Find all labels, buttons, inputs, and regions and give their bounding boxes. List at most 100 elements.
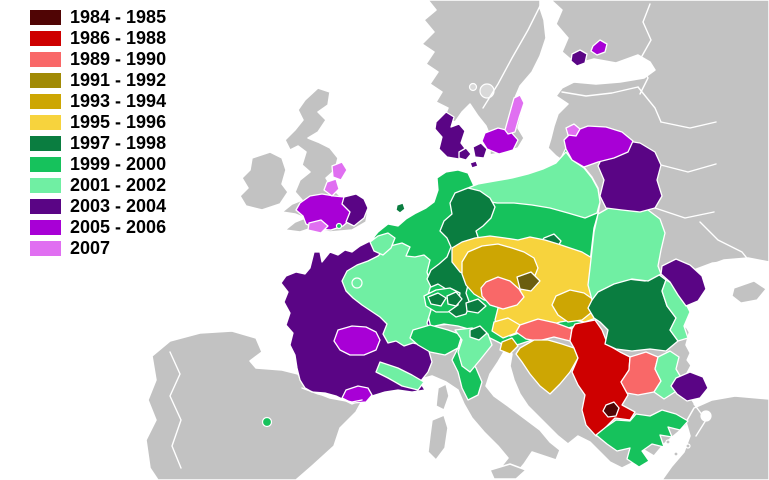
legend-item: 1997 - 1998 [30, 133, 167, 153]
aegean-island-1 [665, 439, 671, 445]
legend-label: 1984 - 1985 [70, 7, 167, 27]
ireland [239, 151, 289, 211]
sweden-lake-small [468, 82, 478, 92]
london-spot-1999-2000 [335, 222, 343, 230]
legend-swatch [30, 241, 61, 256]
legend-swatch [30, 73, 61, 88]
denmark-isle-2003-2004 [469, 160, 479, 169]
austria-1989-1990 [480, 276, 525, 310]
hungary-west-1993-1994 [551, 289, 595, 323]
aegean-island-2 [673, 451, 679, 457]
legend-swatch [30, 199, 61, 214]
legend-item: 1999 - 2000 [30, 154, 167, 174]
sicily [489, 463, 527, 480]
alps-west-1997-1998 [427, 292, 447, 307]
netherlands-spot-1997-1998 [395, 202, 406, 214]
alps-east-1997-1998 [446, 291, 463, 307]
border-turkey-west [693, 403, 707, 437]
legend-swatch [30, 136, 61, 151]
border-estonia-east [637, 59, 649, 95]
legend-swatch [30, 10, 61, 25]
scania-2005-2006 [481, 127, 519, 155]
legend-label: 1986 - 1988 [70, 28, 167, 48]
legend-label: 2007 [70, 238, 111, 258]
istria-1993-1994 [499, 337, 519, 355]
moldova-2003-2004 [660, 258, 707, 307]
border-russia-2 [660, 163, 717, 173]
crimea [731, 280, 767, 304]
slovenia-1995-1996 [491, 317, 521, 339]
england-southeast-2003-2004 [341, 193, 369, 227]
border-spain-france [301, 387, 363, 403]
border-ukraine-russia [699, 221, 759, 273]
border-norway-sweden [482, 1, 543, 109]
border-russia-3 [654, 207, 715, 219]
legend-label: 1995 - 1996 [70, 112, 167, 132]
sardinia [427, 414, 449, 461]
legend-item: 1984 - 1985 [30, 7, 167, 27]
aegean-island-3 [685, 443, 691, 449]
gdansk-2007 [565, 123, 581, 137]
legend-item: 2003 - 2004 [30, 197, 166, 215]
legend-label: 1999 - 2000 [70, 154, 167, 174]
massif-central-2005-2006 [333, 325, 381, 356]
legend-item: 1991 - 1992 [30, 70, 167, 90]
roussillon-2005-2006 [341, 385, 373, 404]
sweden-east-coast-2007 [504, 94, 525, 135]
madrid-spot-1999-2000 [261, 416, 273, 428]
england-yorkshire-2007 [331, 161, 348, 181]
lithuania-kaliningrad-2005-2006 [563, 125, 634, 168]
legend-item: 2005 - 2006 [30, 217, 167, 237]
denmark-zealand-2003-2004 [472, 142, 488, 159]
legend-swatch [30, 178, 61, 193]
legend-label: 1993 - 1994 [70, 91, 167, 111]
border-portugal-spain [169, 351, 182, 469]
denmark-funen-2003-2004 [458, 147, 472, 161]
turkey [661, 395, 769, 480]
france-ring-2001-2002 [351, 277, 363, 289]
border-latvia-east [637, 86, 662, 123]
corsica [435, 383, 450, 411]
baltic-coast-poland-2001-2002 [462, 151, 601, 219]
legend-item: 2001 - 2002 [30, 175, 167, 195]
legend-item: 1986 - 1988 [30, 28, 167, 48]
border-estonia-south [561, 86, 639, 97]
east-france-2001-2002 [341, 242, 432, 347]
finland-east-2005-2006 [590, 39, 608, 56]
alto-adige-1997-1998 [469, 325, 488, 341]
legend-label: 1989 - 1990 [70, 49, 167, 69]
greece-1999-2000 [595, 409, 689, 468]
riviera-2001-2002 [375, 361, 425, 391]
legend-item: 1989 - 1990 [30, 49, 167, 69]
legend-label: 2005 - 2006 [70, 217, 167, 237]
belgium-coast-2001-2002 [369, 232, 396, 256]
croatia-north-1989-1990 [515, 318, 573, 342]
legend-swatch [30, 157, 61, 172]
helsinki-2003-2004 [570, 49, 588, 67]
legend-swatch [30, 220, 61, 235]
legend-item: 1995 - 1996 [30, 112, 167, 132]
legend-swatch [30, 115, 61, 130]
england-southwest-2007 [307, 219, 329, 234]
border-finland-russia [641, 3, 652, 57]
great-britain [281, 87, 369, 233]
legend-swatch [30, 94, 61, 109]
legend-item: 2007 [30, 238, 166, 258]
legend-label: 1997 - 1998 [70, 133, 167, 153]
thrace-2003-2004 [670, 371, 709, 402]
legend-label: 1991 - 1992 [70, 70, 167, 90]
denmark-jutland-2003-2004 [434, 111, 468, 160]
legend-label: 2001 - 2002 [70, 175, 167, 195]
nw-italy-1999-2000 [409, 324, 463, 356]
sweden-lake [479, 83, 495, 99]
tyrol-1997-1998 [465, 298, 487, 314]
vienna-wedge-1991-1992 [516, 271, 541, 292]
legend-item: 1993 - 1994 [30, 91, 167, 111]
border-russia-1 [660, 121, 717, 129]
england-midlands-2007 [323, 178, 340, 197]
legend-swatch [30, 31, 61, 46]
legend-swatch [30, 52, 61, 67]
ohrid-1984-1985 [602, 401, 620, 418]
bosnia-dalmatia-1993-1994 [515, 339, 579, 395]
